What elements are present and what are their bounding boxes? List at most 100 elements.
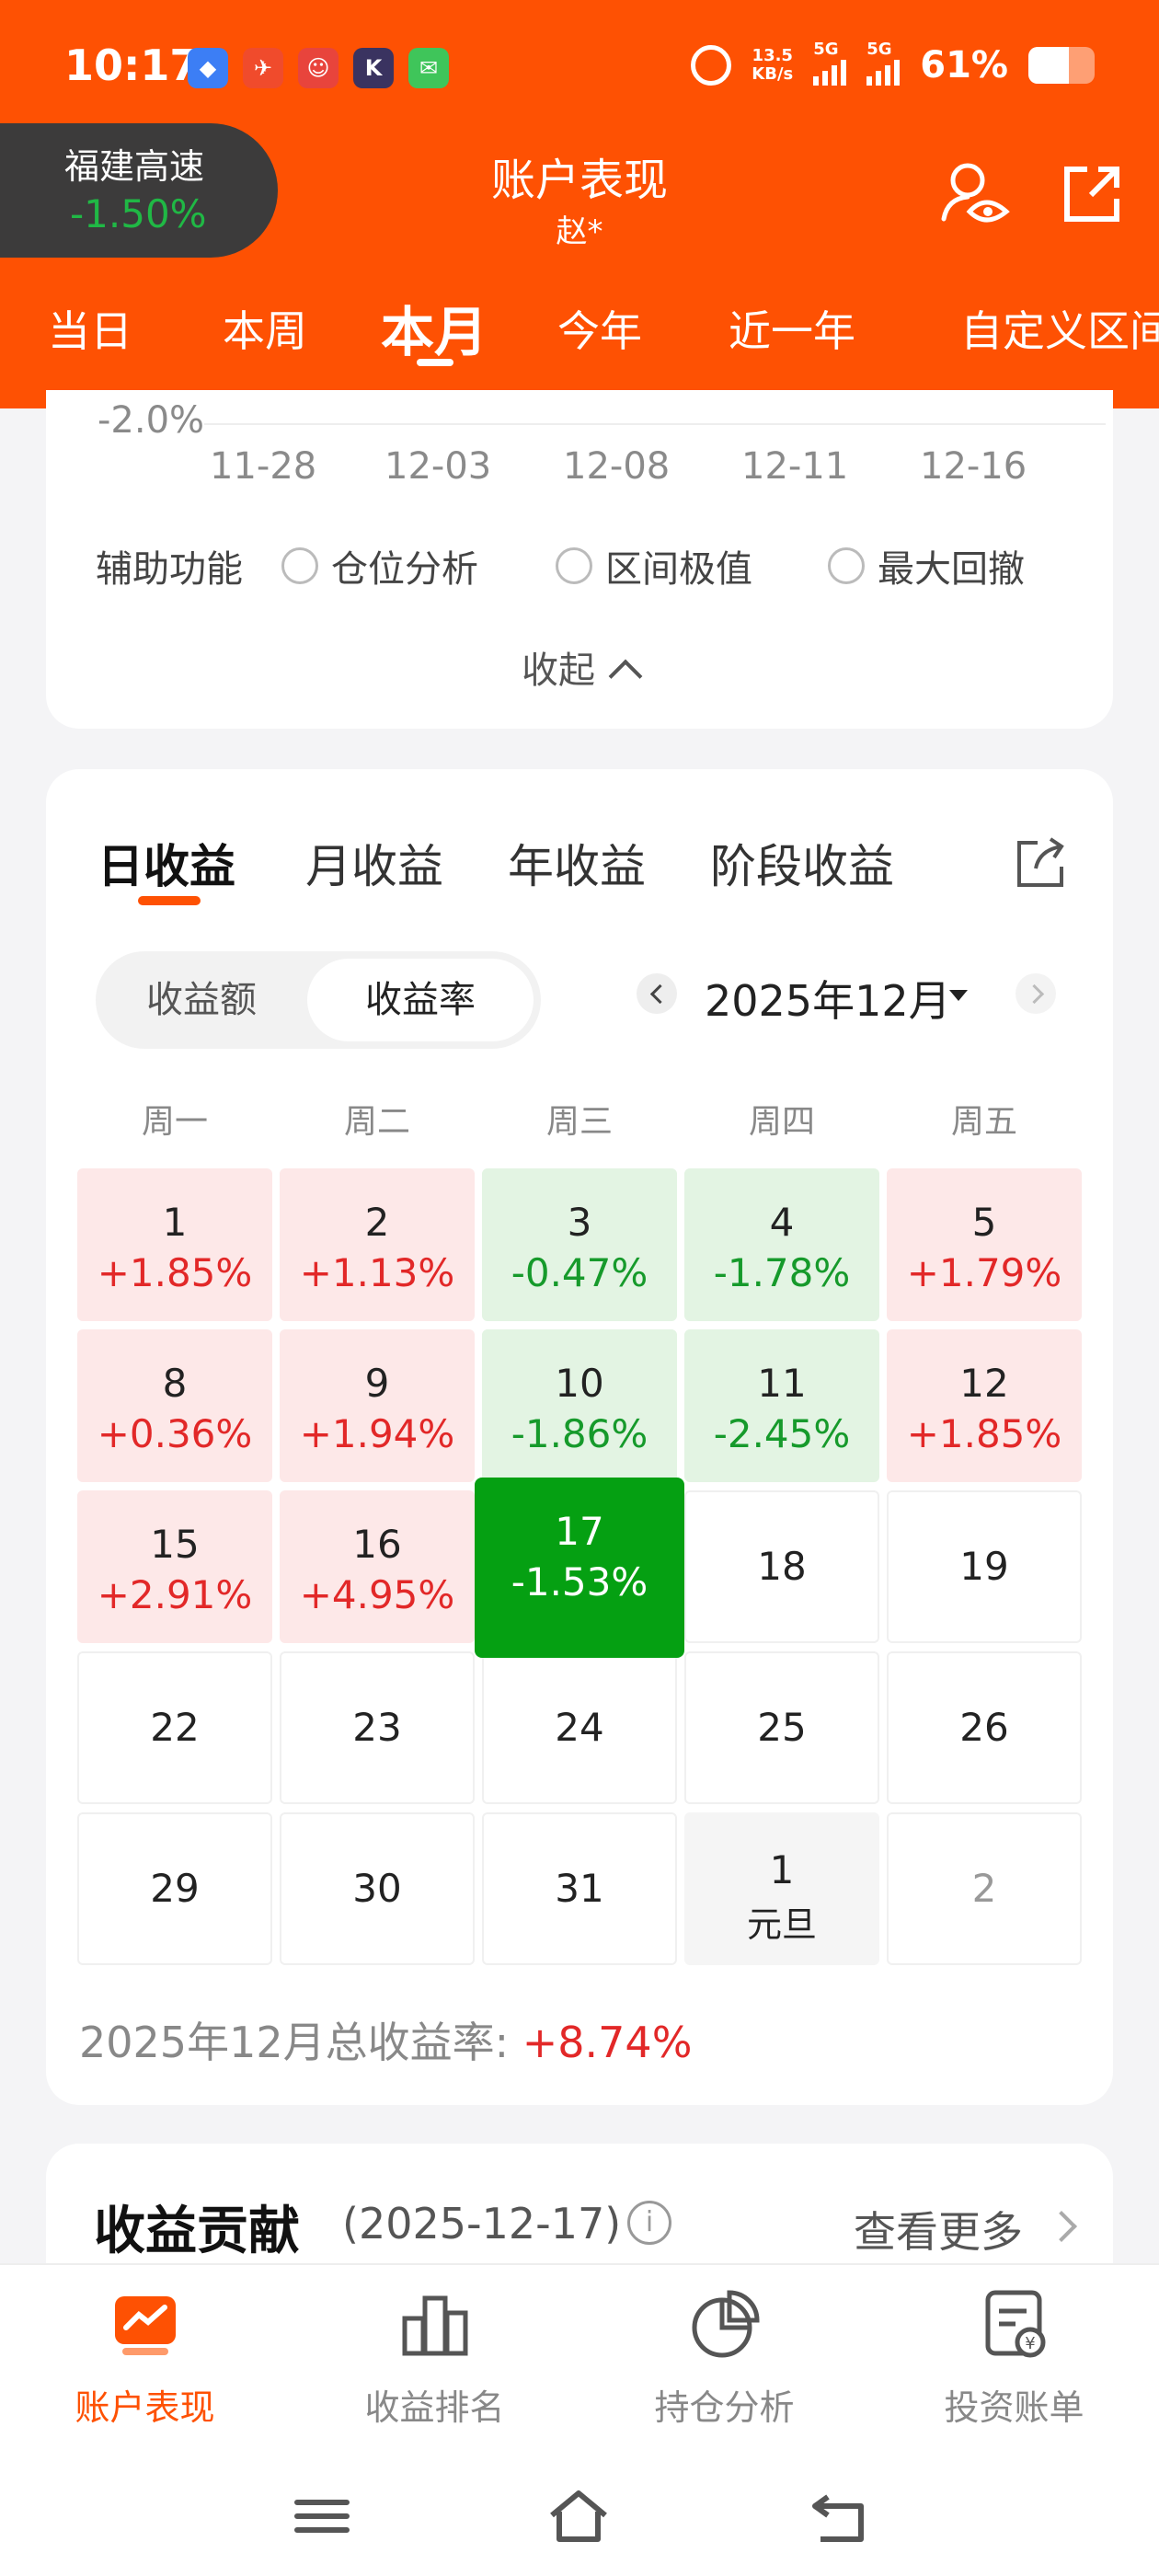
menu-icon[interactable] [290, 2484, 354, 2548]
day-number: 15 [150, 1522, 200, 1567]
chart-baseline [204, 423, 1106, 425]
info-icon[interactable]: i [627, 2201, 671, 2245]
day-return: +0.36% [97, 1411, 253, 1456]
tab-this-week[interactable]: 本周 [223, 306, 307, 356]
day-return: +1.79% [906, 1250, 1062, 1295]
nav-label: 持仓分析 [654, 2387, 795, 2428]
calendar-day[interactable]: 1 +1.85% [77, 1168, 272, 1321]
day-return: +1.94% [299, 1411, 455, 1456]
calendar-day[interactable]: 30 [280, 1812, 475, 1965]
nav-label: 账户表现 [75, 2387, 215, 2428]
share-icon[interactable] [1060, 162, 1124, 226]
calendar-day[interactable]: 1 元旦 [684, 1812, 879, 1965]
x-axis-tick: 12-08 [563, 445, 671, 488]
day-number: 19 [959, 1544, 1009, 1589]
option-range-extremes[interactable]: 区间极值 [556, 539, 752, 592]
day-number: 1 [162, 1200, 188, 1245]
tab-this-month[interactable]: 本月 [381, 301, 488, 363]
calendar-day[interactable]: 16 +4.95% [280, 1490, 475, 1643]
calendar-day-today[interactable]: 17 -1.53% [475, 1478, 684, 1658]
calendar-day[interactable]: 18 [684, 1490, 879, 1643]
red-app-icon: ✈ [243, 48, 283, 88]
chevron-right-icon [1046, 2211, 1077, 2242]
back-icon[interactable] [806, 2484, 870, 2548]
calendar-day[interactable]: 15 +2.91% [77, 1490, 272, 1643]
tab-today[interactable]: 当日 [48, 306, 132, 356]
signal-tag: 5G [813, 40, 839, 59]
calendar-day[interactable]: 4 -1.78% [684, 1168, 879, 1321]
day-number: 9 [364, 1361, 390, 1406]
calendar-day[interactable]: 22 [77, 1651, 272, 1804]
nav-investment-bill[interactable]: ¥ 投资账单 [869, 2283, 1159, 2430]
calendar-day[interactable]: 10 -1.86% [482, 1329, 677, 1482]
option-label: 最大回撤 [878, 548, 1025, 591]
net-speed: 13.5 KB/s [752, 47, 793, 84]
calendar-day[interactable]: 8 +0.36% [77, 1329, 272, 1482]
day-number: 4 [769, 1200, 795, 1245]
calendar-day[interactable]: 9 +1.94% [280, 1329, 475, 1482]
calendar-day[interactable]: 25 [684, 1651, 879, 1804]
toggle-profit-amount[interactable]: 收益额 [146, 979, 257, 1021]
calendar-day[interactable]: 31 [482, 1812, 677, 1965]
day-number: 26 [959, 1705, 1009, 1750]
radio-icon [281, 547, 318, 584]
collapse-button[interactable]: 收起 [46, 640, 1113, 694]
signal-tag: 5G [866, 40, 892, 59]
day-number: 2 [364, 1200, 390, 1245]
nav-account-performance[interactable]: 账户表现 [0, 2283, 290, 2430]
nav-holdings-analysis[interactable]: 持仓分析 [580, 2283, 869, 2430]
weekday-header: 周二 [343, 1103, 410, 1141]
signal-icon: 5G [866, 40, 901, 86]
nav-label: 投资账单 [944, 2387, 1084, 2428]
tab-monthly-profit[interactable]: 月收益 [305, 840, 443, 893]
calendar-day[interactable]: 23 [280, 1651, 475, 1804]
day-number: 30 [352, 1866, 402, 1911]
calendar-day[interactable]: 24 [482, 1651, 677, 1804]
tab-daily-profit[interactable]: 日收益 [98, 840, 235, 893]
index-ticker[interactable] [0, 123, 278, 258]
calendar-day[interactable]: 5 +1.79% [887, 1168, 1082, 1321]
day-return: +4.95% [299, 1572, 455, 1617]
month-selector[interactable]: 2025年12月 [705, 976, 951, 1026]
bottom-nav: 账户表现 收益排名 持仓分析 ¥ 投资账单 [0, 2263, 1159, 2447]
day-return: -2.45% [713, 1411, 851, 1456]
calendar-day[interactable]: 11 -2.45% [684, 1329, 879, 1482]
calendar-day[interactable]: 3 -0.47% [482, 1168, 677, 1321]
calendar-day[interactable]: 2 +1.13% [280, 1168, 475, 1321]
next-month-button[interactable] [1016, 973, 1056, 1014]
signal-icon: 5G [813, 40, 847, 86]
export-icon[interactable] [1014, 835, 1069, 891]
see-more-link[interactable]: 查看更多 [854, 2207, 1023, 2257]
performance-chart-card: -2.0% 11-28 12-03 12-08 12-11 12-16 辅助功能… [46, 390, 1113, 729]
day-return: -0.47% [511, 1250, 648, 1295]
net-speed-unit: KB/s [752, 64, 794, 84]
nav-profit-ranking[interactable]: 收益排名 [290, 2283, 580, 2430]
day-number: 12 [959, 1361, 1009, 1406]
tab-last-year[interactable]: 近一年 [729, 306, 855, 356]
x-axis-tick: 12-03 [384, 445, 492, 488]
toggle-profit-rate[interactable]: 收益率 [307, 959, 534, 1041]
day-number: 2 [971, 1866, 997, 1911]
home-icon[interactable] [546, 2484, 611, 2548]
day-return: -1.53% [511, 1559, 648, 1604]
calendar-day[interactable]: 26 [887, 1651, 1082, 1804]
holiday-label: 元旦 [746, 1904, 817, 1945]
calendar-day[interactable]: 29 [77, 1812, 272, 1965]
tab-custom-range[interactable]: 自定义区间 [960, 306, 1159, 356]
prev-month-button[interactable] [637, 973, 677, 1014]
calendar-day[interactable]: 12 +1.85% [887, 1329, 1082, 1482]
tab-this-year[interactable]: 今年 [557, 306, 642, 356]
day-number: 23 [352, 1705, 402, 1750]
privacy-eye-icon[interactable] [938, 158, 1012, 232]
tab-yearly-profit[interactable]: 年收益 [508, 840, 646, 893]
battery-percent: 61% [920, 44, 1008, 86]
status-bar: 10:17 ◆ ✈ ☺ K ✉ 13.5 KB/s 5G 5G 61% [0, 0, 1159, 138]
day-number: 17 [555, 1509, 604, 1554]
calendar-day[interactable]: 19 [887, 1490, 1082, 1643]
page-title: 账户表现 [490, 155, 668, 206]
tab-period-profit[interactable]: 阶段收益 [710, 840, 894, 893]
ranking-icon [402, 2295, 467, 2356]
option-position-analysis[interactable]: 仓位分析 [281, 539, 478, 592]
calendar-day[interactable]: 2 [887, 1812, 1082, 1965]
option-max-drawdown[interactable]: 最大回撤 [828, 539, 1025, 592]
